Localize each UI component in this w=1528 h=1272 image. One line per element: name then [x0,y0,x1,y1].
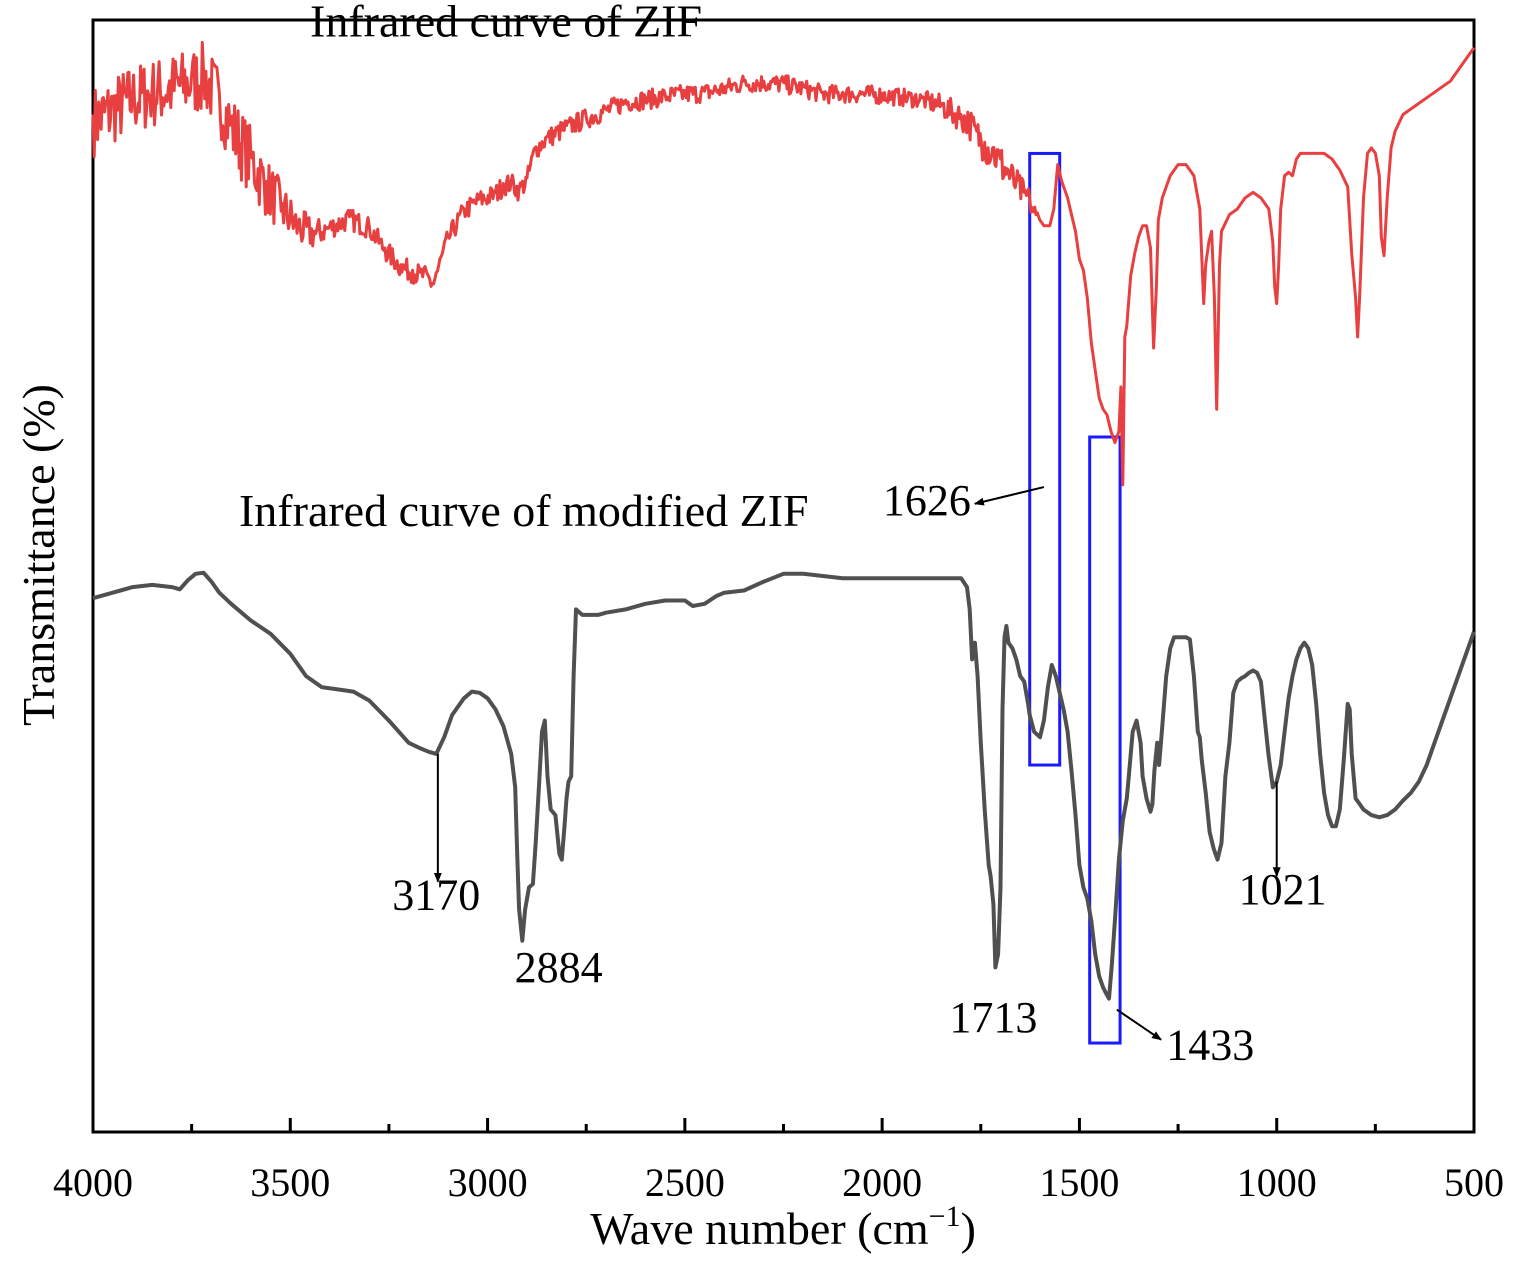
peak-arrow [1116,1008,1162,1041]
x-tick-label: 500 [1444,1160,1504,1205]
x-tick-label: 2500 [645,1160,725,1205]
curve-title-modified-zif: Infrared curve of modified ZIF [239,485,809,536]
highlight-boxes [1028,151,1122,1045]
peak-label: 1626 [883,476,971,525]
peak-label: 3170 [392,871,480,920]
x-tick-label: 2000 [842,1160,922,1205]
series-line-modified-zif [92,570,1476,1001]
x-axis-title: Wave number (cm−1) [590,1200,976,1254]
y-axis-title: Transmittance (%) [13,384,64,726]
peak-arrow [973,486,1045,506]
series-line-zif [91,40,1476,487]
x-tick-label: 3000 [448,1160,528,1205]
curve-title-zif: Infrared curve of ZIF [310,0,702,47]
peak-annotations: 3170 2884 1713 1626 1433 1021 [392,476,1326,1070]
x-tick-label: 1500 [1039,1160,1119,1205]
x-tick-label: 1000 [1237,1160,1317,1205]
highlight-box [1028,151,1062,767]
peak-label: 1433 [1166,1021,1254,1070]
peak-label: 1021 [1239,865,1327,914]
x-axis-title-superscript: −1 [929,1200,961,1233]
peak-label: 1713 [949,993,1037,1042]
x-axis-ticks: 4000 3500 3000 2500 2000 1500 1000 500 [53,1118,1504,1205]
peak-label: 2884 [515,943,603,992]
x-tick-label: 4000 [53,1160,133,1205]
x-tick-label: 3500 [250,1160,330,1205]
curve-titles: Infrared curve of ZIF Infrared curve of m… [239,0,809,536]
series-layer [91,40,1476,1001]
plot-frame [91,18,1476,1134]
highlight-box [1088,435,1122,1045]
